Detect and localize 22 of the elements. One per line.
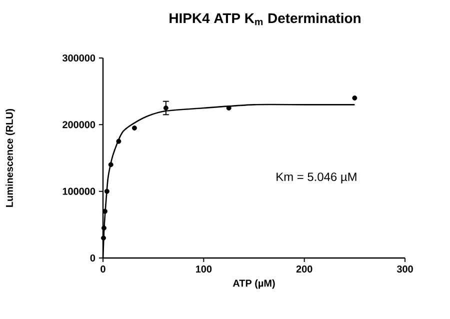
y-tick-label: 300000	[62, 54, 96, 62]
point	[108, 162, 114, 168]
point	[116, 138, 122, 144]
point	[226, 106, 232, 110]
chart-title: HIPK4 ATP K$_{m}$ Determination	[170, 12, 360, 26]
x-tick-label: 300	[396, 266, 413, 273]
y-tick-label: 200000	[62, 121, 96, 128]
point	[102, 208, 108, 214]
y-tick-label: 0	[90, 254, 96, 262]
x-tick-label: 0	[100, 266, 106, 273]
y-tick-label: 100000	[62, 188, 96, 195]
point	[101, 236, 106, 240]
point	[104, 188, 110, 194]
annotation: Km = 5.046 µM	[276, 172, 356, 184]
point	[101, 226, 106, 230]
x-tick-label: 200	[296, 266, 312, 273]
point	[132, 126, 137, 130]
point	[163, 106, 168, 110]
point	[352, 96, 358, 100]
x-tick-label: 100	[196, 266, 212, 273]
x-axis-title: ATP (µM)	[232, 279, 275, 289]
y-axis-title: Luminescence (RLU)	[6, 108, 15, 207]
